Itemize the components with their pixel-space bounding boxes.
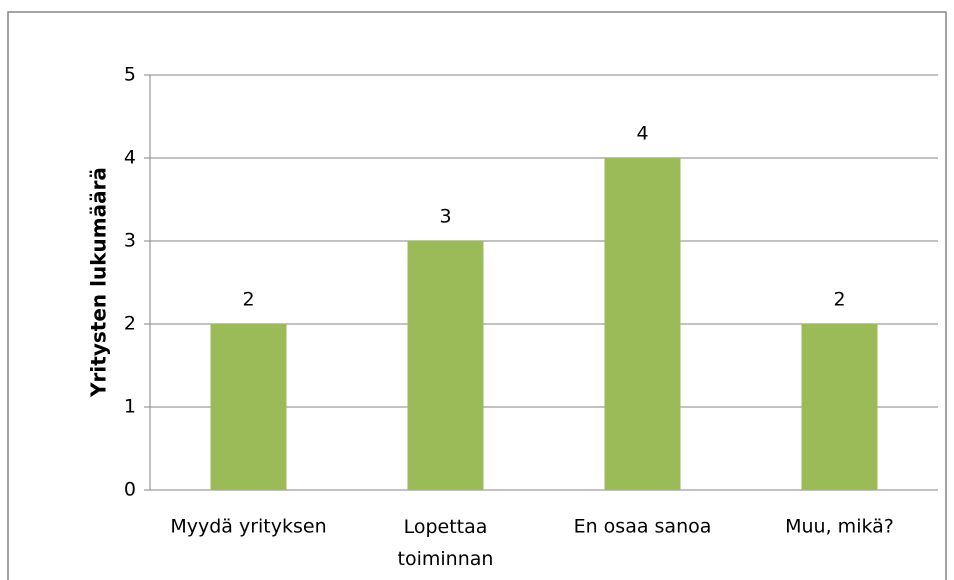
x-tick-label: Muu, mikä? (785, 516, 894, 538)
y-tick-label: 3 (124, 230, 136, 252)
x-tick-label: Myydä yrityksen (170, 516, 326, 538)
bar (801, 324, 878, 490)
data-label: 3 (439, 206, 451, 228)
bar (210, 324, 287, 490)
y-tick-label: 5 (124, 64, 136, 86)
x-tick-label: En osaa sanoa (574, 516, 712, 538)
y-tick-label: 2 (124, 313, 136, 335)
bar (407, 241, 484, 490)
y-tick-label: 4 (124, 147, 136, 169)
data-label: 2 (242, 289, 254, 311)
x-tick-label: Lopettaa toiminnan (398, 516, 494, 570)
y-tick-label: 1 (124, 396, 136, 418)
data-label: 2 (833, 289, 845, 311)
y-tick-label: 0 (124, 479, 136, 501)
data-label: 4 (636, 123, 648, 145)
y-axis-label: Yritysten lukumäärä (87, 167, 111, 398)
bar (604, 158, 681, 490)
